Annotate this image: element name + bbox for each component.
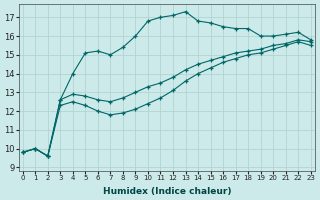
X-axis label: Humidex (Indice chaleur): Humidex (Indice chaleur)	[102, 187, 231, 196]
